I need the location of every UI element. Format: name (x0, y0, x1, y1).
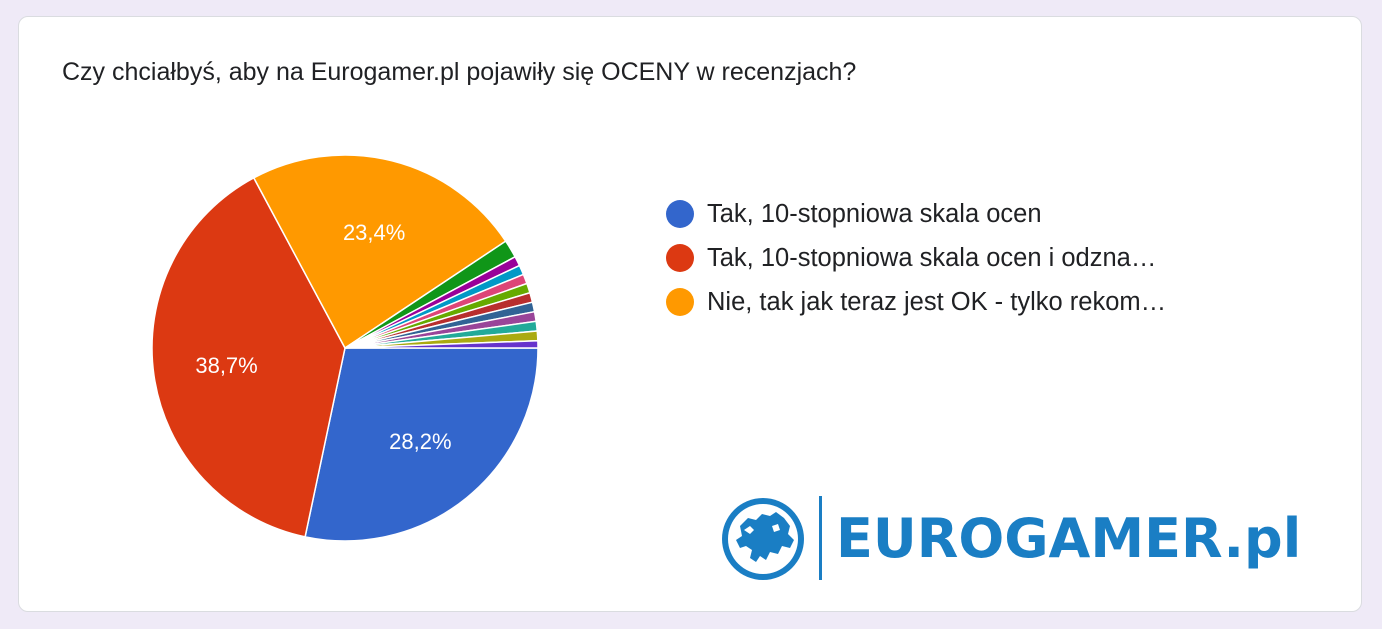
legend-swatch (666, 200, 694, 228)
eurogamer-logo: EUROGAMER.pl (720, 494, 1340, 584)
legend-swatch (666, 288, 694, 316)
legend-item-0[interactable]: Tak, 10-stopniowa skala ocen (666, 192, 1166, 236)
slice-value-label-1: 38,7% (195, 353, 257, 378)
legend-label: Tak, 10-stopniowa skala ocen i odzna… (707, 243, 1157, 272)
legend-label: Nie, tak jak teraz jest OK - tylko rekom… (707, 287, 1167, 316)
legend-item-2[interactable]: Nie, tak jak teraz jest OK - tylko rekom… (666, 280, 1166, 324)
legend-label: Tak, 10-stopniowa skala ocen (707, 199, 1042, 228)
pie-slice-2[interactable] (252, 154, 507, 350)
pie-slice-13[interactable] (344, 339, 539, 349)
question-title: Czy chciałbyś, aby na Eurogamer.pl pojaw… (62, 58, 857, 86)
slice-value-label-2: 23,4% (343, 220, 405, 245)
globe-icon (722, 498, 804, 580)
logo-text: EUROGAMER.pl (836, 507, 1302, 570)
logo-divider (819, 496, 822, 580)
pie-slice-1[interactable] (151, 176, 346, 538)
legend-swatch (666, 244, 694, 272)
legend-item-1[interactable]: Tak, 10-stopniowa skala ocen i odzna… (666, 236, 1166, 280)
chart-legend: Tak, 10-stopniowa skala ocen Tak, 10-stop… (666, 192, 1166, 324)
slice-value-label-0: 28,2% (389, 429, 451, 454)
pie-slice-0[interactable] (304, 347, 539, 542)
